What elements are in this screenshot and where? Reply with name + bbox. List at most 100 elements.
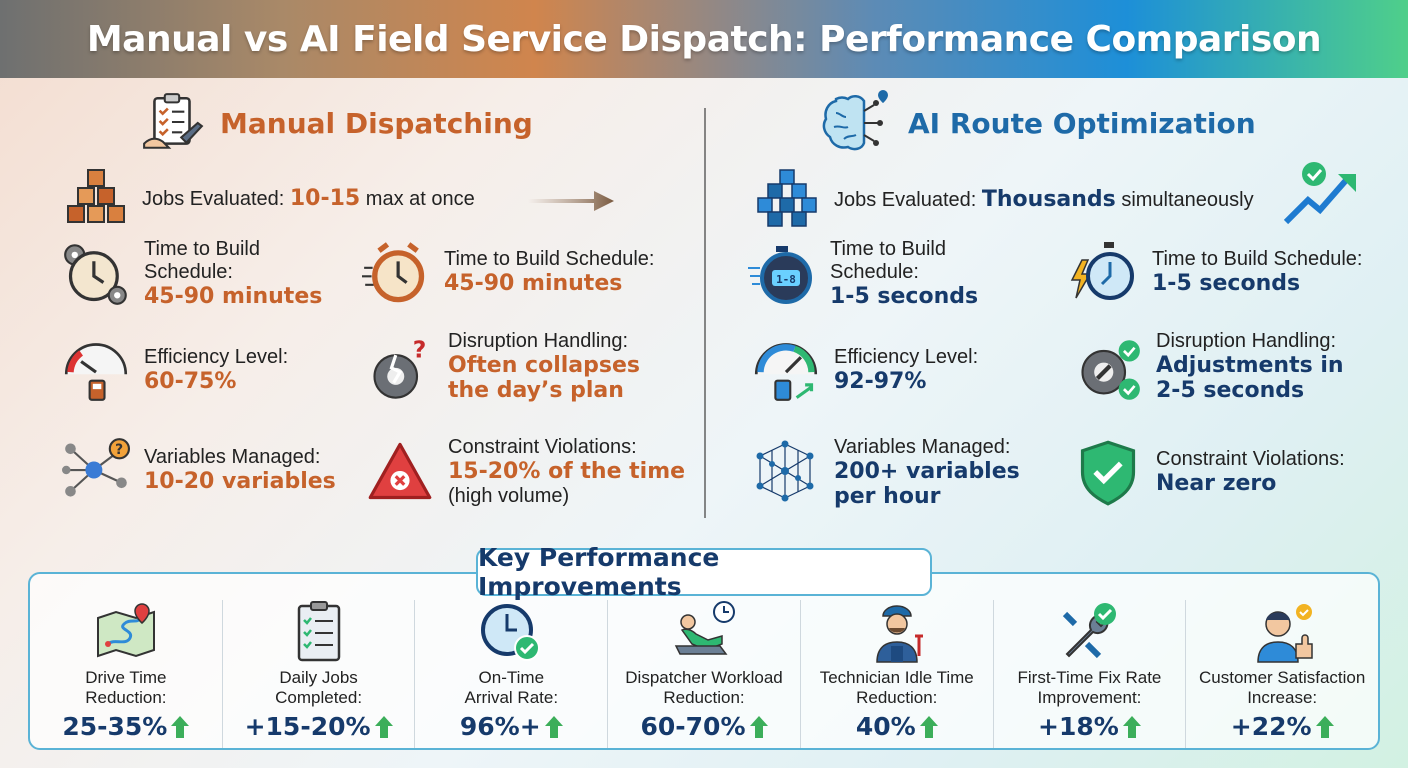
boxes-icon — [64, 168, 128, 228]
svg-text:?: ? — [115, 442, 123, 458]
up-arrow-icon — [1315, 715, 1334, 738]
kpi-value: +18% — [1038, 712, 1141, 741]
kpi-value: 60-70% — [641, 712, 768, 741]
manual-time-a-row: Time to Build Schedule: 45-90 minutes — [62, 238, 322, 309]
kpi-label: Technician Idle Time Reduction: — [819, 668, 974, 707]
kpi-label: Drive Time Reduction: — [85, 668, 167, 707]
manual-efficiency-value: 60-75% — [144, 369, 237, 394]
kpi-grid: Drive Time Reduction: 25-35% Daily Jobs … — [30, 600, 1378, 748]
kpi-value: 96%+ — [460, 712, 563, 741]
ai-disruption-row: Disruption Handling: Adjustments in 2-5 … — [1074, 330, 1352, 404]
manual-violations-note: (high volume) — [448, 485, 570, 507]
ai-time-a-value: 1-5 seconds — [830, 284, 979, 309]
technician-icon — [865, 600, 929, 664]
ai-time-a-row: 1-8 Time to Build Schedule: 1-5 seconds — [748, 238, 980, 309]
manual-jobs-row: Jobs Evaluated: 10-15 max at once — [64, 168, 475, 228]
network-question-icon: ? — [62, 436, 130, 504]
wrench-check-icon — [1057, 600, 1121, 664]
shield-check-icon — [1074, 438, 1142, 506]
map-route-icon — [94, 600, 158, 664]
up-arrow-icon — [749, 715, 768, 738]
manual-section-header: Manual Dispatching — [140, 90, 533, 156]
up-arrow-icon — [374, 715, 393, 738]
manual-efficiency-label: Efficiency Level: — [144, 346, 289, 368]
alarm-clock-icon — [362, 238, 430, 306]
warning-x-icon — [366, 438, 434, 506]
page-title: Manual vs AI Field Service Dispatch: Per… — [86, 18, 1322, 60]
kpi-label: On-Time Arrival Rate: — [464, 668, 559, 707]
manual-disruption-label: Disruption Handling: — [448, 330, 629, 352]
ai-efficiency-value: 92-97% — [834, 369, 927, 394]
kpi-value: +15-20% — [245, 712, 393, 741]
column-divider — [704, 108, 706, 518]
ai-time-a-label: Time to Build Schedule: — [830, 238, 946, 283]
kpi-value: +22% — [1231, 712, 1334, 741]
kpi-item-first-time-fix: First-Time Fix Rate Improvement: +18% — [994, 600, 1187, 748]
up-arrow-icon — [919, 715, 938, 738]
manual-time-a-value: 45-90 minutes — [144, 284, 323, 309]
up-arrow-icon — [171, 715, 190, 738]
kpi-label: Dispatcher Workload Reduction: — [625, 668, 783, 707]
ai-violations-label: Constraint Violations: — [1156, 448, 1345, 470]
ai-efficiency-row: Efficiency Level: 92-97% — [752, 336, 978, 404]
kpi-value: 25-35% — [62, 712, 190, 741]
kpi-value: 40% — [856, 712, 938, 741]
manual-time-b-value: 45-90 minutes — [444, 271, 623, 296]
lightning-stopwatch-icon — [1070, 238, 1138, 306]
manual-variables-row: ? Variables Managed: 10-20 variables — [62, 436, 336, 504]
ai-title: AI Route Optimization — [908, 106, 1256, 140]
clock-gears-icon — [62, 240, 130, 308]
ai-jobs-text: Jobs Evaluated: Thousands simultaneously — [834, 186, 1254, 212]
ai-variables-value: 200+ variables per hour — [834, 459, 1020, 509]
neural-network-icon — [750, 436, 820, 506]
digital-stopwatch-icon: 1-8 — [748, 240, 816, 308]
svg-text:?: ? — [413, 336, 427, 363]
ai-violations-value: Near zero — [1156, 471, 1277, 496]
manual-variables-value: 10-20 variables — [144, 469, 336, 494]
ai-efficiency-label: Efficiency Level: — [834, 346, 979, 368]
ai-time-b-row: Time to Build Schedule: 1-5 seconds — [1070, 238, 1362, 306]
kpi-item-on-time: On-Time Arrival Rate: 96%+ — [415, 600, 609, 748]
gear-wrench-check-icon — [1074, 336, 1142, 404]
manual-efficiency-row: Efficiency Level: 60-75% — [62, 336, 288, 404]
manual-disruption-row: ? Disruption Handling: Often collapses t… — [366, 330, 648, 404]
manual-jobs-text: Jobs Evaluated: 10-15 max at once — [142, 185, 475, 211]
kpi-item-technician-idle: Technician Idle Time Reduction: 40% — [801, 600, 994, 748]
kpi-item-dispatcher-workload: Dispatcher Workload Reduction: 60-70% — [608, 600, 801, 748]
manual-time-b-label: Time to Build Schedule: — [444, 248, 655, 270]
kpi-label: Daily Jobs Completed: — [275, 668, 363, 707]
brain-circuit-icon — [822, 90, 894, 156]
svg-text:1-8: 1-8 — [776, 273, 796, 286]
header-banner: Manual vs AI Field Service Dispatch: Per… — [0, 0, 1408, 78]
ai-variables-row: Variables Managed: 200+ variables per ho… — [750, 436, 1024, 509]
cube-grid-icon — [756, 168, 820, 230]
up-arrow-icon — [544, 715, 563, 738]
manual-violations-label: Constraint Violations: — [448, 436, 637, 458]
efficiency-gauge-icon — [752, 336, 820, 404]
relaxed-person-icon — [672, 600, 736, 664]
manual-title: Manual Dispatching — [220, 106, 533, 140]
ai-violations-row: Constraint Violations: Near zero — [1074, 438, 1345, 506]
manual-time-b-row: Time to Build Schedule: 45-90 minutes — [362, 238, 654, 306]
kpi-title: Key Performance Improvements — [476, 543, 932, 601]
checklist-icon — [287, 600, 351, 664]
broken-gear-icon: ? — [366, 335, 434, 404]
manual-variables-label: Variables Managed: — [144, 446, 321, 468]
kpi-label: First-Time Fix Rate Improvement: — [1017, 668, 1162, 707]
ai-time-b-label: Time to Build Schedule: — [1152, 248, 1363, 270]
ai-time-b-value: 1-5 seconds — [1152, 271, 1301, 296]
ai-variables-label: Variables Managed: — [834, 436, 1011, 458]
ai-disruption-value: Adjustments in 2-5 seconds — [1156, 353, 1344, 403]
manual-violations-value: 15-20% of the time — [448, 459, 686, 484]
clock-check-icon — [479, 600, 543, 664]
manual-violations-row: Constraint Violations: 15-20% of the tim… — [366, 436, 685, 508]
ai-jobs-row: Jobs Evaluated: Thousands simultaneously — [756, 168, 1254, 230]
manual-disruption-value: Often collapses the day’s plan — [448, 353, 640, 403]
arrow-right-icon — [528, 188, 616, 214]
trend-up-check-icon — [1283, 160, 1362, 226]
kpi-item-customer-satisfaction: Customer Satisfaction Increase: +22% — [1186, 600, 1378, 748]
ai-disruption-label: Disruption Handling: — [1156, 330, 1337, 352]
manual-time-a-label: Time to Build Schedule: — [144, 238, 260, 283]
thumbs-up-icon — [1250, 600, 1314, 664]
kpi-panel — [28, 572, 1380, 750]
